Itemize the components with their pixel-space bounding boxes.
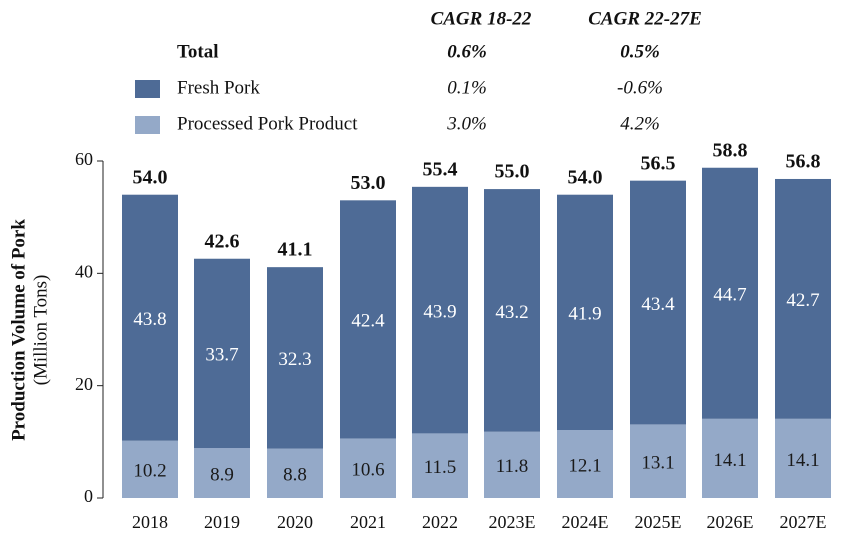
cagr-value: 0.5% [620, 41, 660, 62]
bar-value-label: 41.9 [568, 304, 601, 325]
total-label: 42.6 [205, 230, 240, 252]
x-tick-label: 2026E [707, 512, 754, 532]
bar-segment [630, 180, 686, 425]
bar-segment [412, 433, 468, 498]
bar-segment [702, 167, 758, 419]
cagr-value: 3.0% [446, 113, 487, 134]
bar-value-label: 8.9 [210, 464, 234, 485]
y-axis-label: Production Volume of Pork [8, 219, 29, 441]
bar-value-label: 43.8 [133, 309, 166, 330]
x-tick-label: 2025E [635, 512, 682, 532]
legend-label: Fresh Pork [177, 77, 260, 98]
bar-segment [122, 440, 178, 498]
bar-segment [194, 258, 250, 449]
y-tick-label: 40 [75, 261, 93, 281]
total-label: 55.0 [495, 161, 530, 183]
bar-segment [484, 431, 540, 498]
total-label: 56.8 [786, 151, 821, 173]
cagr-value: 4.2% [620, 113, 660, 134]
x-tick-label: 2027E [780, 512, 827, 532]
bar-value-label: 10.2 [133, 461, 166, 482]
bar-value-label: 43.2 [495, 302, 528, 323]
cagr-header: CAGR 18-22 [431, 8, 532, 29]
bar-segment [484, 189, 540, 432]
bar-segment [267, 267, 323, 449]
bar-value-label: 42.7 [786, 290, 819, 311]
bar-segment [702, 418, 758, 498]
bar-segment [557, 430, 613, 498]
y-tick-label: 60 [75, 149, 93, 169]
bar-segment [412, 186, 468, 434]
bar-value-label: 13.1 [641, 453, 674, 474]
x-tick-label: 2024E [562, 512, 609, 532]
x-tick-label: 2021 [350, 512, 386, 532]
bar-value-label: 11.5 [424, 457, 457, 478]
x-tick-label: 2022 [422, 512, 458, 532]
cagr-value: -0.6% [617, 77, 663, 98]
total-label: 54.0 [568, 166, 603, 188]
y-axis-sublabel: (Million Tons) [30, 275, 51, 386]
y-tick-label: 20 [75, 374, 93, 394]
cagr-header: CAGR 22-27E [588, 8, 702, 29]
total-label: 55.4 [423, 158, 458, 180]
bar-value-label: 8.8 [283, 465, 307, 486]
total-label: 53.0 [351, 172, 386, 194]
bar-segment [340, 438, 396, 498]
total-label: 54.0 [133, 166, 168, 188]
bar-value-label: 42.4 [351, 311, 385, 332]
bar-value-label: 44.7 [713, 285, 746, 306]
total-label: 56.5 [641, 152, 676, 174]
x-tick-label: 2018 [132, 512, 168, 532]
bar-value-label: 14.1 [713, 450, 746, 471]
bar-segment [775, 178, 831, 419]
bar-segment [340, 200, 396, 439]
cagr-value: 0.1% [447, 77, 487, 98]
cagr-value: 0.6% [447, 41, 487, 62]
bar-segment [630, 424, 686, 498]
total-label: 41.1 [278, 239, 313, 261]
y-tick-label: 0 [84, 486, 93, 506]
legend-label: Processed Pork Product [177, 113, 358, 134]
bar-segment [122, 194, 178, 441]
x-tick-label: 2020 [277, 512, 313, 532]
bar-value-label: 12.1 [568, 455, 601, 476]
bar-value-label: 10.6 [351, 460, 384, 481]
bar-segment [557, 194, 613, 431]
legend-total: Total [177, 41, 219, 62]
bar-segment [775, 418, 831, 498]
total-label: 58.8 [713, 139, 748, 161]
legend-swatch [135, 80, 160, 98]
legend-swatch [135, 116, 160, 134]
bar-segment [267, 448, 323, 498]
bar-value-label: 43.9 [423, 301, 456, 322]
bar-value-label: 14.1 [786, 450, 819, 471]
x-tick-label: 2023E [489, 512, 536, 532]
bar-value-label: 33.7 [205, 345, 238, 366]
bar-value-label: 32.3 [278, 349, 311, 370]
x-tick-label: 2019 [204, 512, 240, 532]
bar-value-label: 11.8 [496, 456, 529, 477]
bar-segment [194, 448, 250, 498]
bar-value-label: 43.4 [641, 294, 675, 315]
